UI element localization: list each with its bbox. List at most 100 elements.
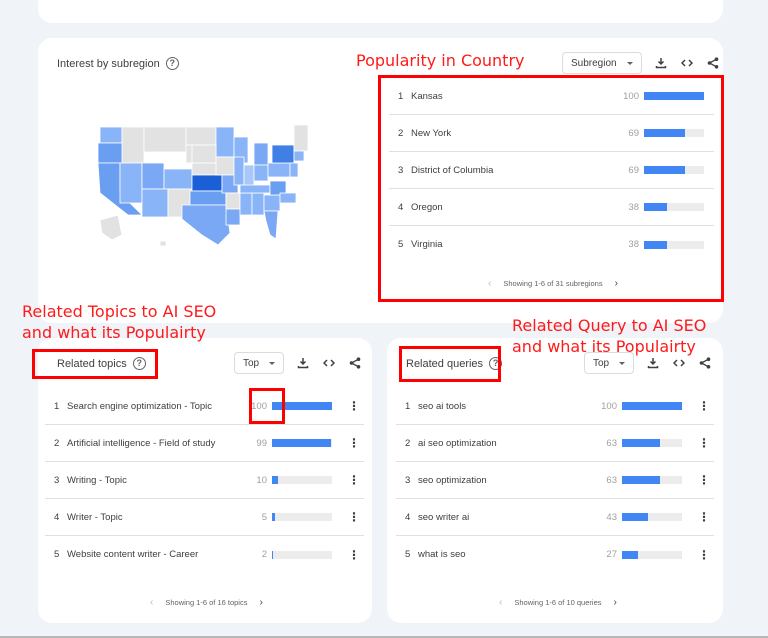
- pager-text: Showing 1-6 of 10 queries: [514, 598, 602, 607]
- rank: 4: [398, 201, 404, 213]
- list-item[interactable]: 2 Artificial intelligence - Field of stud…: [45, 425, 364, 462]
- item-value: 63: [606, 437, 617, 449]
- item-value: 2: [261, 549, 267, 560]
- more-options-icon[interactable]: ⋮: [348, 473, 360, 487]
- annotation-topics-line2: and what its Populairty: [22, 323, 206, 342]
- list-item[interactable]: 5 Virginia 38: [389, 226, 714, 263]
- list-item[interactable]: 2 New York 69: [389, 115, 714, 152]
- more-options-icon[interactable]: ⋮: [698, 436, 710, 450]
- download-icon[interactable]: [646, 356, 660, 370]
- annotation-queries-line2: and what its Populairty: [512, 337, 696, 356]
- more-options-icon[interactable]: ⋮: [348, 436, 360, 450]
- more-options-icon[interactable]: ⋮: [348, 510, 360, 524]
- rank: 2: [398, 127, 404, 139]
- chevron-left-icon[interactable]: ‹: [499, 597, 503, 608]
- annotation-box-topics-title: [32, 349, 158, 379]
- help-icon[interactable]: ?: [165, 57, 179, 70]
- list-item[interactable]: 1 seo ai tools 100 ⋮: [396, 388, 714, 425]
- item-value: 43: [606, 511, 617, 523]
- subregion-title: Interest by subregion: [57, 57, 160, 70]
- card-title: Related queries ?: [406, 357, 503, 370]
- rank: 1: [54, 400, 60, 412]
- item-label: ai seo optimization: [418, 437, 497, 449]
- more-options-icon[interactable]: ⋮: [348, 547, 360, 562]
- item-label: Website content writer - Career: [67, 549, 199, 560]
- item-label: District of Columbia: [411, 164, 494, 176]
- item-value: 99: [256, 437, 267, 449]
- list-item[interactable]: 5 what is seo 27 ⋮: [396, 536, 714, 573]
- list-item[interactable]: 4 seo writer ai 43 ⋮: [396, 499, 714, 536]
- rank: 5: [398, 239, 404, 250]
- bar-fill: [644, 203, 667, 211]
- popularity-bar: [644, 240, 704, 249]
- us-choropleth-map[interactable]: [90, 115, 315, 265]
- popularity-bar: [272, 513, 332, 521]
- subregion-pager: ‹ Showing 1-6 of 31 subregions ›: [488, 278, 618, 289]
- chevron-left-icon[interactable]: ‹: [488, 278, 492, 289]
- queries-pager: ‹ Showing 1-6 of 10 queries ›: [499, 597, 617, 608]
- chevron-left-icon[interactable]: ‹: [150, 597, 154, 608]
- item-label: New York: [411, 127, 452, 139]
- item-value: 100: [251, 400, 267, 412]
- chevron-right-icon[interactable]: ›: [614, 278, 618, 289]
- share-icon[interactable]: [706, 56, 720, 70]
- pager-text: Showing 1-6 of 31 subregions: [503, 279, 603, 288]
- more-options-icon[interactable]: ⋮: [348, 399, 360, 413]
- item-value: 100: [601, 400, 617, 412]
- item-label: what is seo: [418, 549, 466, 560]
- card-title: Interest by subregion ?: [57, 57, 179, 70]
- item-value: 69: [628, 127, 639, 139]
- chevron-right-icon[interactable]: ›: [613, 597, 617, 608]
- annotation-topics-line1: Related Topics to AI SEO: [22, 302, 217, 321]
- help-icon[interactable]: ?: [489, 357, 503, 370]
- share-icon[interactable]: [698, 356, 712, 370]
- select-value: Subregion: [571, 57, 617, 69]
- chevron-right-icon[interactable]: ›: [259, 597, 263, 608]
- popularity-bar: [272, 402, 332, 410]
- item-label: seo writer ai: [418, 511, 470, 523]
- subregion-select[interactable]: Subregion: [562, 52, 642, 74]
- popularity-bar: [644, 92, 704, 100]
- list-item[interactable]: 3 seo optimization 63 ⋮: [396, 462, 714, 499]
- download-icon[interactable]: [654, 56, 668, 70]
- popularity-bar: [644, 203, 704, 211]
- embed-code-icon[interactable]: [680, 56, 694, 70]
- more-options-icon[interactable]: ⋮: [698, 547, 710, 562]
- more-options-icon[interactable]: ⋮: [698, 473, 710, 487]
- rank: 5: [54, 549, 60, 560]
- queries-toolbar: Top: [584, 352, 712, 374]
- list-item[interactable]: 3 District of Columbia 69: [389, 152, 714, 189]
- bar-fill: [644, 166, 686, 174]
- download-icon[interactable]: [296, 356, 310, 370]
- more-options-icon[interactable]: ⋮: [698, 510, 710, 524]
- rank: 3: [405, 474, 411, 486]
- caret-down-icon: [626, 61, 633, 65]
- popularity-bar: [622, 476, 682, 484]
- share-icon[interactable]: [348, 356, 362, 370]
- popularity-bar: [622, 550, 682, 559]
- topics-type-select[interactable]: Top: [234, 352, 285, 374]
- rank: 1: [405, 400, 411, 412]
- embed-code-icon[interactable]: [322, 356, 336, 370]
- embed-code-icon[interactable]: [672, 356, 686, 370]
- list-item[interactable]: 4 Writer - Topic 5 ⋮: [45, 499, 364, 536]
- help-icon[interactable]: ?: [132, 357, 146, 370]
- bar-fill: [644, 129, 686, 137]
- item-label: seo optimization: [418, 474, 487, 486]
- list-item[interactable]: 3 Writing - Topic 10 ⋮: [45, 462, 364, 499]
- item-value: 10: [256, 474, 267, 486]
- popularity-bar: [622, 439, 682, 447]
- annotation-box-queries-title: [399, 346, 501, 382]
- item-label: Virginia: [411, 239, 443, 250]
- queries-list: 1 seo ai tools 100 ⋮ 2 ai seo optimization 63…: [396, 388, 714, 573]
- list-item[interactable]: 5 Website content writer - Career 2 ⋮: [45, 536, 364, 573]
- card-title: Related topics ?: [57, 357, 146, 370]
- list-item[interactable]: 1 Kansas 100: [389, 78, 714, 115]
- list-item[interactable]: 1 Search engine optimization - Topic 100 ⋮: [45, 388, 364, 425]
- more-options-icon[interactable]: ⋮: [698, 399, 710, 413]
- popularity-bar: [272, 439, 332, 447]
- list-item[interactable]: 2 ai seo optimization 63 ⋮: [396, 425, 714, 462]
- list-item[interactable]: 4 Oregon 38: [389, 189, 714, 226]
- queries-type-select[interactable]: Top: [584, 352, 635, 374]
- annotation-queries: Related Query to AI SEO and what its Pop…: [512, 315, 706, 357]
